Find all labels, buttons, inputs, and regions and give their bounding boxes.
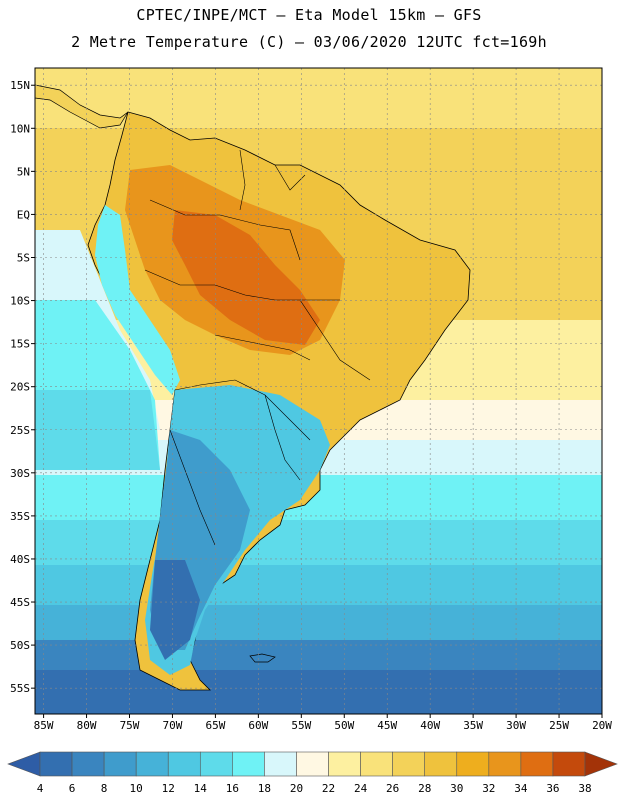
lon-tick-label: 55W (291, 719, 311, 732)
lat-tick-label: 15N (10, 79, 30, 92)
lon-tick-label: 45W (377, 719, 397, 732)
map-frame (34, 67, 603, 715)
lat-tick-label: 30S (10, 467, 30, 480)
field-band-8 (35, 640, 602, 670)
lon-tick-label: 25W (549, 719, 569, 732)
colorbar-swatch (456, 751, 490, 777)
lon-tick-label: 30W (506, 719, 526, 732)
field-hottest-core (172, 210, 320, 345)
field-pacific-cool-3 (35, 390, 160, 470)
falkland-islands (249, 653, 276, 663)
colorbar-label: 24 (354, 782, 368, 795)
colorbar-swatch (135, 751, 169, 777)
colorbar-label: 6 (69, 782, 76, 795)
lat-tick-label: 25S (10, 424, 30, 437)
colorbar-label: 38 (578, 782, 591, 795)
colorbar-swatch (103, 751, 137, 777)
lon-tick-label: 80W (77, 719, 97, 732)
colorbar-label: 14 (194, 782, 208, 795)
lon-tick-label: 40W (420, 719, 440, 732)
colorbar-swatch (360, 751, 393, 777)
colorbar-swatch (424, 751, 458, 777)
colorbar-label: 26 (386, 782, 399, 795)
lat-tick-label: 15S (10, 338, 30, 351)
field-band-16 (35, 520, 602, 565)
lon-tick-label: 50W (334, 719, 354, 732)
field-band-6 (35, 670, 602, 714)
lat-tick-label: 5N (17, 165, 30, 178)
colorbar-swatch (232, 751, 265, 777)
colorbar-label: 32 (482, 782, 495, 795)
lat-tick-label: 20S (10, 381, 30, 394)
lon-tick-label: 70W (163, 719, 183, 732)
colorbar-label: 16 (226, 782, 239, 795)
lat-tick-label: EQ (17, 208, 30, 221)
colorbar-swatch (520, 751, 554, 777)
colorbar-label: 22 (322, 782, 335, 795)
lat-tick-label: 10N (10, 122, 30, 135)
field-band-12 (35, 605, 602, 640)
colorbar-label: 34 (514, 782, 528, 795)
colorbar-swatch (488, 751, 522, 777)
lat-tick-label: 10S (10, 295, 30, 308)
lat-tick-label: 5S (17, 251, 30, 264)
colorbar-label: 12 (162, 782, 175, 795)
colorbar-arrow-high (584, 751, 618, 777)
field-andes-north (95, 205, 180, 395)
lon-tick-label: 85W (34, 719, 54, 732)
colorbar-label: 30 (450, 782, 463, 795)
colorbar-label: 10 (130, 782, 143, 795)
map-title-line-2: 2 Metre Temperature (C) – 03/06/2020 12U… (71, 33, 547, 51)
colorbar-label: 4 (37, 782, 44, 795)
colorbar-swatch (552, 751, 586, 777)
colorbar-label: 28 (418, 782, 431, 795)
country-borders (144, 149, 371, 546)
lat-tick-label: 50S (10, 639, 30, 652)
colorbar-swatch (296, 751, 329, 777)
lat-tick-label: 40S (10, 553, 30, 566)
colorbar: 4 6 8 10 12 14 16 18 20 22 24 26 28 30 32 34 36 38 (7, 751, 618, 795)
lat-tick-label: 55S (10, 682, 30, 695)
colorbar-swatch (167, 751, 201, 777)
colorbar-swatch (71, 751, 105, 777)
lon-tick-label: 20W (592, 719, 612, 732)
lon-tick-label: 75W (120, 719, 140, 732)
lon-tick-label: 60W (248, 719, 268, 732)
map-title-line-1: CPTEC/INPE/MCT – Eta Model 15km – GFS (136, 6, 482, 24)
lat-tick-label: 35S (10, 510, 30, 523)
field-patagonia-cold (150, 560, 200, 660)
latitude-axis: 15N 10N 5N EQ 5S 10S 15S 20S 25S 30S 35S 40S 45S 50S 5… (10, 79, 35, 695)
field-band-14 (35, 565, 602, 605)
colorbar-label: 20 (290, 782, 303, 795)
colorbar-swatch (199, 751, 233, 777)
colorbar-swatch (264, 751, 297, 777)
colorbar-arrow-low (7, 751, 41, 777)
lat-tick-label: 45S (10, 596, 30, 609)
colorbar-swatch (328, 751, 361, 777)
central-america (35, 84, 129, 129)
longitude-axis: 85W 80W 75W 70W 65W 60W 55W 50W 45W 40W 35W 30W 25W 2… (34, 714, 612, 732)
colorbar-swatch (392, 751, 426, 777)
colorbar-label: 36 (546, 782, 559, 795)
lon-tick-label: 65W (205, 719, 225, 732)
lon-tick-label: 35W (463, 719, 483, 732)
colorbar-label: 18 (258, 782, 271, 795)
colorbar-label: 8 (101, 782, 108, 795)
colorbar-swatch (39, 751, 73, 777)
